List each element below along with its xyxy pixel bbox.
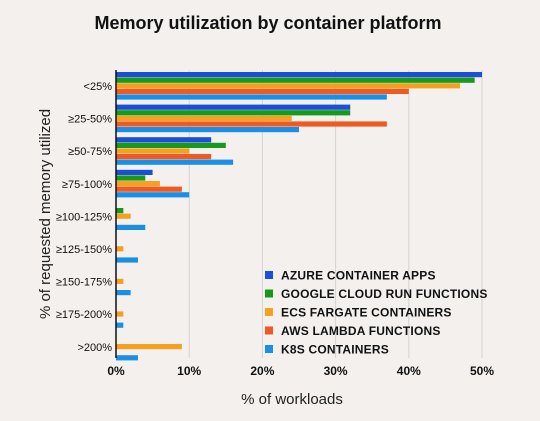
bar: [116, 175, 146, 181]
legend-entry: ECS FARGATE CONTAINERS: [281, 306, 452, 320]
y-tick-label: ≥75-100%: [62, 179, 112, 191]
bar: [116, 344, 182, 350]
bar: [116, 110, 351, 116]
bar: [116, 169, 153, 175]
bar: [116, 278, 124, 284]
bar: [116, 72, 482, 78]
legend-swatch: [265, 326, 273, 335]
legend-entry: GOOGLE CLOUD RUN FUNCTIONS: [281, 287, 488, 301]
y-tick-labels: <25% ≥25-50% ≥50-75% ≥75-100% ≥100-125% ≥125-…: [56, 81, 112, 354]
x-tick-label: 40%: [397, 364, 421, 378]
legend-swatch: [265, 271, 273, 279]
bar: [116, 290, 131, 296]
bar: [116, 142, 226, 148]
y-tick-label: ≥25-50%: [68, 114, 112, 126]
x-tick-label: 50%: [470, 364, 494, 378]
y-tick-label: ≥125-150%: [56, 244, 112, 256]
legend-swatch: [265, 308, 273, 316]
bar: [116, 181, 160, 187]
x-tick-label: 0%: [107, 364, 125, 378]
y-tick-label: ≥100-125%: [56, 211, 112, 223]
bar: [116, 322, 124, 328]
bar: [116, 115, 292, 121]
bar: [116, 213, 131, 219]
bars: [116, 72, 482, 361]
bar: [116, 127, 299, 133]
bar: [116, 104, 351, 110]
legend-entry: AZURE CONTAINER APPS: [281, 269, 436, 283]
bar: [116, 83, 461, 89]
y-tick-label: <25%: [84, 81, 113, 93]
bar: [116, 154, 212, 160]
x-tick-label: 10%: [177, 364, 201, 378]
y-tick-label: >200%: [77, 342, 112, 354]
y-tick-label: ≥50-75%: [68, 146, 112, 158]
legend: AZURE CONTAINER APPS GOOGLE CLOUD RUN FUN…: [265, 269, 488, 357]
y-axis-label: % of requested memory utilized: [37, 109, 54, 319]
bar: [116, 77, 475, 83]
x-tick-labels: 0% 10% 20% 30% 40% 50%: [107, 364, 494, 378]
bar: [116, 224, 146, 230]
legend-entry: AWS LAMBDA FUNCTIONS: [281, 324, 441, 338]
bar: [116, 257, 138, 263]
x-tick-label: 30%: [324, 364, 348, 378]
y-tick-label: ≥175-200%: [56, 309, 112, 321]
x-axis-label: % of workloads: [241, 391, 343, 408]
bar: [116, 311, 124, 317]
legend-swatch: [265, 289, 273, 298]
bar: [116, 148, 190, 154]
bar: [116, 192, 190, 198]
y-tick-label: ≥150-175%: [56, 277, 112, 289]
legend-swatch: [265, 345, 273, 353]
bar: [116, 186, 182, 192]
bar: [116, 159, 234, 165]
bar: [116, 94, 387, 100]
bar: [116, 88, 409, 94]
chart-title: Memory utilization by container platform: [94, 13, 441, 33]
bar: [116, 355, 138, 361]
x-tick-label: 20%: [250, 364, 274, 378]
bar: [116, 246, 124, 252]
legend-entry: K8S CONTAINERS: [281, 343, 389, 357]
bar: [116, 137, 212, 143]
bar: [116, 208, 124, 214]
bar: [116, 121, 387, 127]
